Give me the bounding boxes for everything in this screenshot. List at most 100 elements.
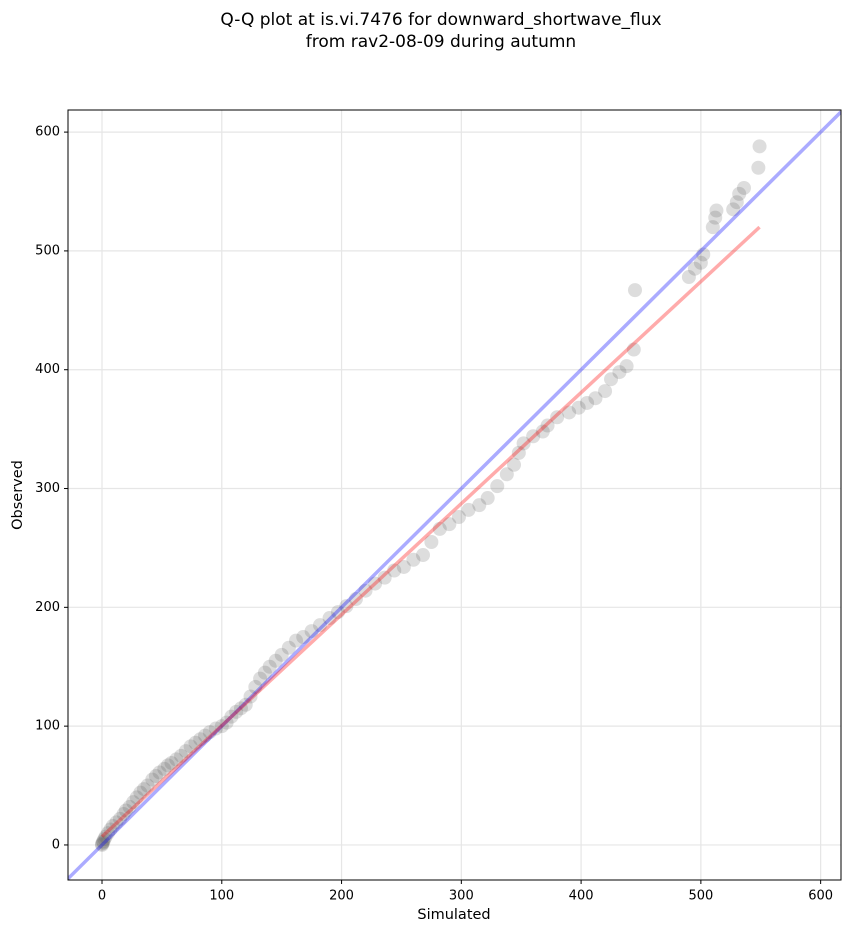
point [140,778,155,793]
point [535,424,550,439]
point [95,836,110,851]
point [627,283,642,298]
y-tick-label: 100 [35,719,60,734]
point [95,837,110,852]
point [262,659,277,674]
point [133,785,148,800]
point [188,735,203,750]
point [612,365,627,380]
point [550,410,565,425]
point [424,534,439,549]
y-tick-label: 500 [35,243,60,258]
y-axis-label: Observed [10,460,26,530]
plot-frame [67,109,842,881]
x-tick-label: 0 [98,889,106,904]
y-tick-label: 400 [35,362,60,377]
point [101,826,116,841]
point [289,633,304,648]
fit-line [68,110,841,880]
point [507,457,522,472]
x-axis-label: Simulated [417,907,490,923]
point [253,671,268,686]
point [516,436,531,451]
point [208,721,223,736]
point [281,640,296,655]
point [406,552,421,567]
point [296,630,311,645]
point [224,709,239,724]
point [687,261,702,276]
point [152,765,167,780]
point [98,829,113,844]
point [626,342,641,357]
point [183,739,198,754]
point [368,576,383,591]
x-tick-label: 400 [569,889,594,904]
x-tick-label: 200 [329,889,354,904]
point [233,701,248,716]
chart-subtitle: from rav2-08-09 during autumn [306,32,576,52]
point [526,429,541,444]
point [432,521,447,536]
x-tick-label: 600 [808,889,833,904]
point [122,799,137,814]
point [169,752,184,767]
y-tick-label: 0 [52,837,60,852]
point [348,592,363,607]
point [598,384,613,399]
point [387,563,402,578]
point [540,418,555,433]
point [193,732,208,747]
x-tick-label: 500 [688,889,713,904]
point [571,400,586,415]
point [588,391,603,406]
point [396,559,411,574]
point [358,583,373,598]
point [377,570,392,585]
point [96,834,111,849]
point [751,160,766,175]
point [109,815,124,830]
point [164,755,179,770]
point [157,761,172,776]
point [214,719,229,734]
point [160,758,175,773]
point [619,359,634,374]
point [480,491,495,506]
point [562,405,577,420]
point [268,653,283,668]
point [126,795,141,810]
point [736,180,751,195]
point [257,665,272,680]
point [461,502,476,517]
point [148,769,163,784]
point [274,647,289,662]
point [105,818,120,833]
point [322,611,337,626]
point [696,247,711,262]
point [709,203,724,218]
point [339,599,354,614]
point [96,835,111,850]
point [330,605,345,620]
point [112,811,127,826]
point [198,728,213,743]
y-tick-label: 600 [35,125,60,140]
point [202,725,217,740]
point [752,139,767,154]
point [97,832,112,847]
point [705,220,720,235]
point [136,782,151,797]
point [604,372,619,387]
point [681,270,696,285]
point [693,255,708,270]
point [708,210,723,225]
point [219,715,234,730]
point [238,697,253,712]
grid [68,110,841,880]
y-tick-label: 300 [35,481,60,496]
point [118,803,133,818]
point [726,202,741,217]
point [451,510,466,525]
